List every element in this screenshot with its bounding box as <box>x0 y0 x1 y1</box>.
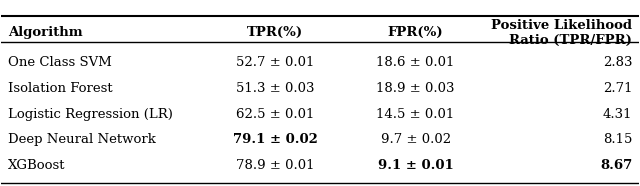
Text: Algorithm: Algorithm <box>8 26 83 39</box>
Text: 78.9 ± 0.01: 78.9 ± 0.01 <box>236 159 315 172</box>
Text: 51.3 ± 0.03: 51.3 ± 0.03 <box>236 82 315 95</box>
Text: Deep Neural Network: Deep Neural Network <box>8 133 156 146</box>
Text: 8.67: 8.67 <box>600 159 632 172</box>
Text: 2.83: 2.83 <box>603 56 632 69</box>
Text: One Class SVM: One Class SVM <box>8 56 111 69</box>
Text: 79.1 ± 0.02: 79.1 ± 0.02 <box>233 133 318 146</box>
Text: 62.5 ± 0.01: 62.5 ± 0.01 <box>236 108 315 121</box>
Text: Logistic Regression (LR): Logistic Regression (LR) <box>8 108 173 121</box>
Text: 18.9 ± 0.03: 18.9 ± 0.03 <box>376 82 455 95</box>
Text: 9.1 ± 0.01: 9.1 ± 0.01 <box>378 159 454 172</box>
Text: 9.7 ± 0.02: 9.7 ± 0.02 <box>381 133 451 146</box>
Text: TPR(%): TPR(%) <box>247 26 303 39</box>
Text: 14.5 ± 0.01: 14.5 ± 0.01 <box>376 108 454 121</box>
Text: Isolation Forest: Isolation Forest <box>8 82 113 95</box>
Text: FPR(%): FPR(%) <box>388 26 444 39</box>
Text: 52.7 ± 0.01: 52.7 ± 0.01 <box>236 56 315 69</box>
Text: 2.71: 2.71 <box>603 82 632 95</box>
Text: 4.31: 4.31 <box>603 108 632 121</box>
Text: 18.6 ± 0.01: 18.6 ± 0.01 <box>376 56 455 69</box>
Text: Positive Likelihood
Ratio (TPR/FPR): Positive Likelihood Ratio (TPR/FPR) <box>492 19 632 46</box>
Text: XGBoost: XGBoost <box>8 159 65 172</box>
Text: 8.15: 8.15 <box>603 133 632 146</box>
